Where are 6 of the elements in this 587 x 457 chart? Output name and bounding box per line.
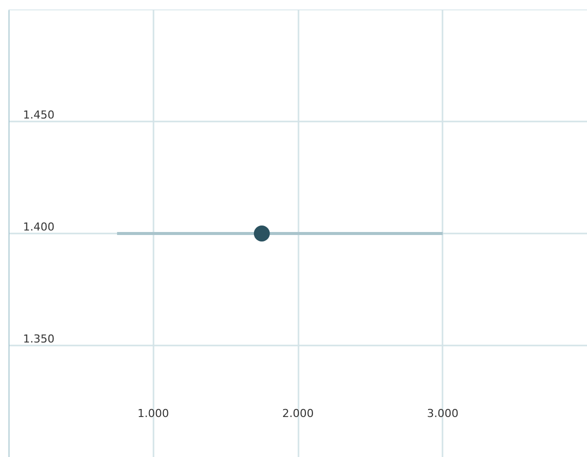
x-tick-label: 1.000 xyxy=(138,407,170,420)
y-tick-label: 1.450 xyxy=(22,108,54,122)
y-tick-label: 1.350 xyxy=(22,332,54,346)
x-tick-label: 2.000 xyxy=(282,407,314,420)
x-tick-label: 3.000 xyxy=(427,407,459,420)
y-tick-label: 1.400 xyxy=(22,220,54,234)
